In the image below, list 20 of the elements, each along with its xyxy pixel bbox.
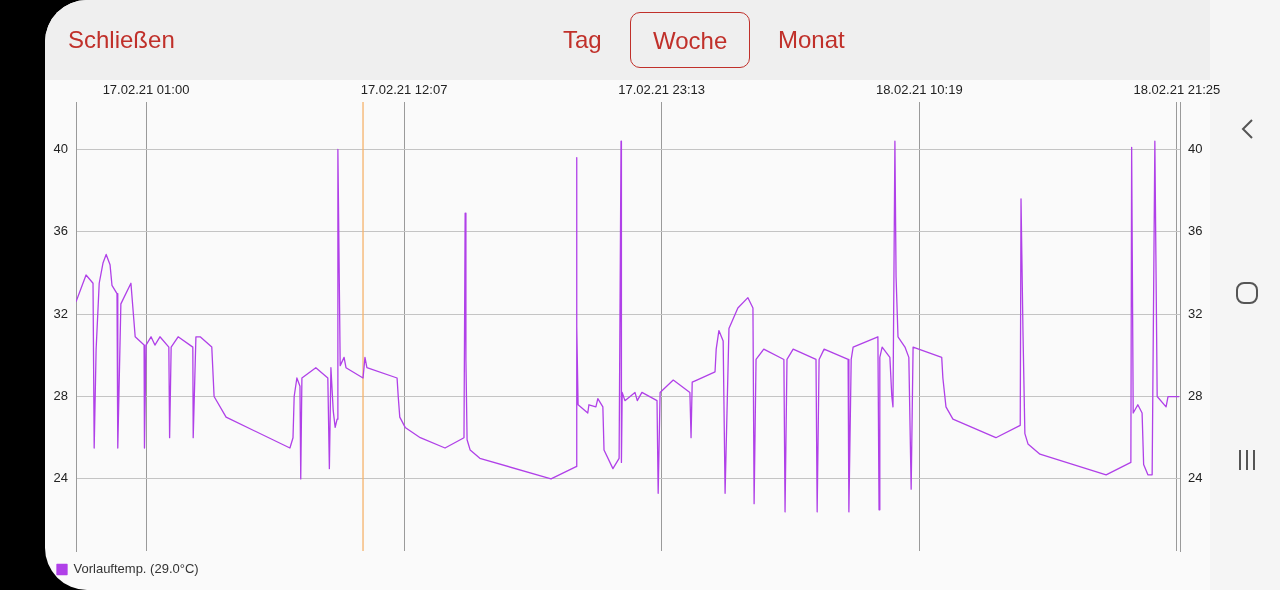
y-tick-label: 40 bbox=[53, 140, 68, 156]
x-tick-label: 17.02.21 23:13 bbox=[618, 81, 706, 97]
text: Woche bbox=[630, 12, 751, 68]
text: Schließen bbox=[68, 25, 175, 55]
y-tick-label: 24 bbox=[53, 470, 68, 486]
y2-tick-label: 32 bbox=[1188, 305, 1203, 321]
y2-tick-label: 36 bbox=[1188, 223, 1203, 239]
y-tick-label: 28 bbox=[53, 388, 68, 404]
x-tick-label: 17.02.21 01:00 bbox=[102, 81, 190, 97]
y-tick-label: 32 bbox=[53, 305, 68, 321]
y-tick-label: 36 bbox=[53, 223, 68, 239]
x-tick-label: 18.02.21 10:19 bbox=[875, 81, 963, 97]
y2-tick-label: 24 bbox=[1188, 470, 1203, 486]
text: Tag bbox=[563, 25, 602, 55]
y2-tick-label: 28 bbox=[1188, 388, 1203, 404]
y2-tick-label: 40 bbox=[1188, 140, 1203, 156]
legend-label: Vorlauftemp. (29.0°C) bbox=[73, 561, 199, 577]
x-tick-label: 17.02.21 12:07 bbox=[360, 81, 448, 97]
x-tick-label: 18.02.21 21:25 bbox=[1133, 81, 1221, 97]
text: Monat bbox=[778, 25, 845, 55]
